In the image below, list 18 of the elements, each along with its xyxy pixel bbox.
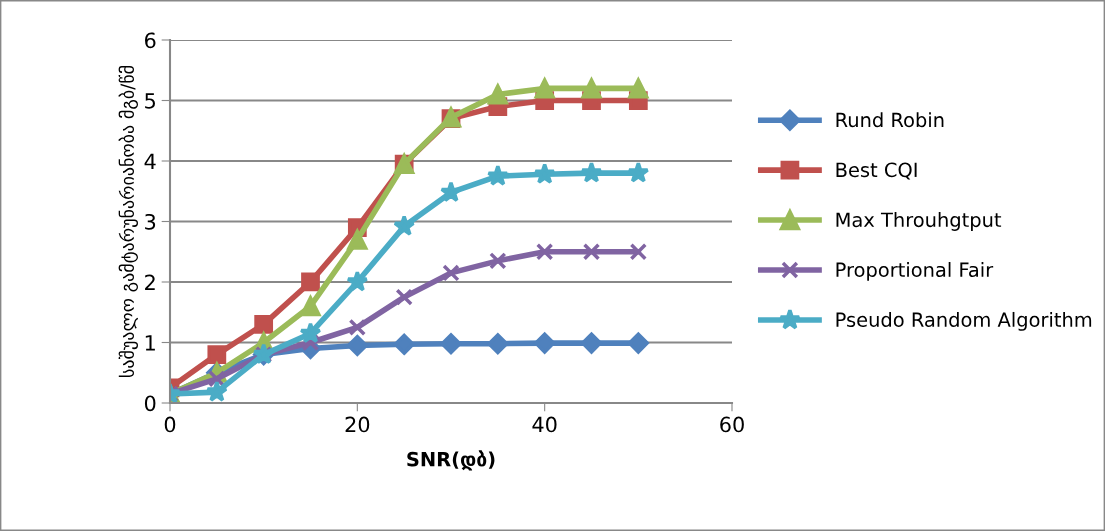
legend-label: Max Throuhgtput [836,212,1002,231]
y-tick-label: 3 [145,213,156,230]
x-tick-label: 20 [345,416,370,433]
legend-label: Proportional Fair [836,262,994,281]
y-tick-label: 1 [145,335,155,351]
y-axis-title: საშუალო გამტარუნარიანობა მგბ/წმ [118,66,138,377]
legend-label: Best CQI [836,162,917,180]
y-tick-label: 5 [145,93,155,109]
legend-label: Pseudo Random Algorithm [836,311,1092,331]
legend-label: Rund Robin [836,112,944,128]
y-tick-label: 6 [145,32,156,49]
x-tick-label: 60 [720,416,744,433]
x-axis-title: SNR(დბ) [407,450,495,471]
y-tick-label: 0 [144,395,156,412]
x-tick-label: 40 [532,416,557,433]
x-tick-label: 0 [164,416,176,433]
y-tick-label: 2 [145,274,155,290]
y-tick-label: 4 [144,153,156,169]
